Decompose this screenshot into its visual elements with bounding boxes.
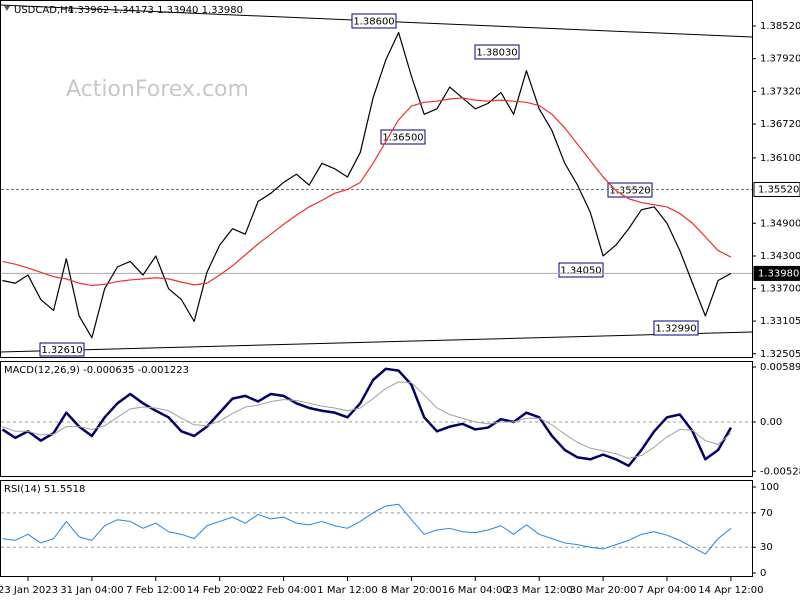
y-tick-label: 1.38520 <box>760 21 800 32</box>
y-tick-label: 100 <box>760 482 779 493</box>
y-tick-label: 0.005895 <box>760 362 800 373</box>
series-line <box>1 367 732 468</box>
annotation: 1.38600 <box>353 17 394 28</box>
x-tick-label: 22 Feb 04:00 <box>251 585 317 596</box>
x-tick-label: 1 Mar 12:00 <box>317 585 377 596</box>
rsi-title: RSI(14) 51.5518 <box>4 484 85 495</box>
x-tick-label: 23 Jan 2023 <box>0 585 58 596</box>
y-tick-label: 0 <box>760 568 766 579</box>
y-tick-label: 1.34900 <box>760 218 800 229</box>
y-tick-label: 1.33700 <box>760 284 800 295</box>
y-tick-label: 1.32505 <box>760 349 800 360</box>
ohlc: 1.33962 1.34173 1.33940 1.33980 <box>68 5 243 16</box>
macd-title: MACD(12,26,9) -0.000635 -0.001223 <box>4 365 189 376</box>
x-tick-label: 14 Feb 20:00 <box>187 585 253 596</box>
price-panel <box>0 0 753 358</box>
annotation: 1.38030 <box>476 48 517 59</box>
annotation: 1.32990 <box>655 324 696 335</box>
level-box <box>753 181 800 197</box>
annotation: 1.36500 <box>382 133 423 144</box>
y-tick-label: 0.00 <box>760 417 782 428</box>
x-tick-label: 31 Jan 04:00 <box>60 585 123 596</box>
annotation-box <box>351 13 397 29</box>
annotation-box <box>380 129 426 145</box>
x-tick-label: 14 Apr 12:00 <box>698 585 763 596</box>
y-tick-label: 30 <box>760 542 773 553</box>
x-tick-label: 7 Apr 04:00 <box>638 585 697 596</box>
header-icon <box>4 6 10 11</box>
level-box <box>753 265 800 281</box>
macd-panel <box>0 361 753 477</box>
series-line <box>2 503 732 555</box>
y-tick-label: 1.34300 <box>760 251 800 262</box>
series-line <box>2 381 732 459</box>
y-tick-label: 1.36720 <box>760 119 800 130</box>
watermark: ActionForex.com <box>66 77 249 102</box>
x-tick-label: 16 Mar 04:00 <box>442 585 509 596</box>
level-label: 1.33980 <box>758 268 799 279</box>
annotation: 1.35520 <box>609 186 650 197</box>
annotation: 1.32610 <box>41 345 82 356</box>
symbol: USDCAD,H4 <box>14 5 74 16</box>
x-tick-label: 7 Feb 12:00 <box>126 585 185 596</box>
annotation: 1.34050 <box>560 266 601 277</box>
y-tick-label: 1.37320 <box>760 86 800 97</box>
annotation-box <box>39 342 85 357</box>
rsi-panel <box>0 480 753 577</box>
y-tick-label: -0.005286 <box>760 466 800 477</box>
y-tick-label: 1.33105 <box>760 316 800 327</box>
annotation-box <box>474 44 520 60</box>
series-line <box>2 97 732 287</box>
x-tick-label: 8 Mar 20:00 <box>381 585 441 596</box>
x-tick-label: 23 Mar 12:00 <box>506 585 573 596</box>
x-tick-label: 30 Mar 20:00 <box>570 585 637 596</box>
y-tick-label: 1.37920 <box>760 54 800 65</box>
trendline <box>0 331 753 353</box>
series-line <box>2 31 732 339</box>
y-tick-label: 70 <box>760 508 773 519</box>
level-label: 1.35520 <box>758 184 799 195</box>
annotation-box <box>607 182 653 198</box>
annotation-box <box>653 320 699 336</box>
y-tick-label: 1.36100 <box>760 153 800 164</box>
